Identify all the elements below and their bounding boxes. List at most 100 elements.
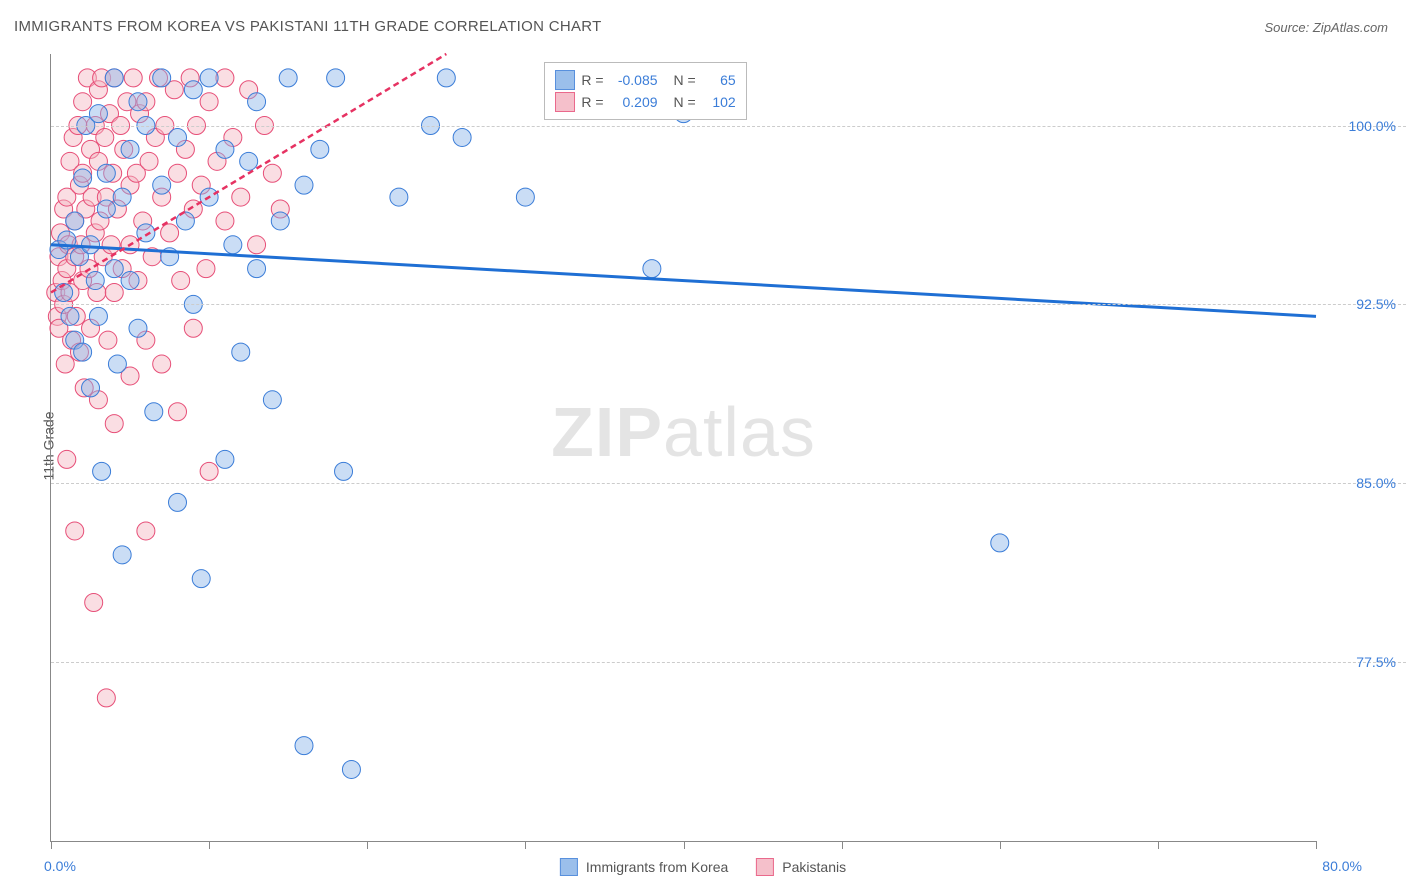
legend-swatch	[560, 858, 578, 876]
scatter-point	[82, 379, 100, 397]
x-tick	[842, 841, 843, 849]
scatter-point	[66, 522, 84, 540]
scatter-point	[200, 93, 218, 111]
scatter-point	[102, 236, 120, 254]
scatter-point	[153, 176, 171, 194]
scatter-point	[58, 450, 76, 468]
scatter-point	[169, 128, 187, 146]
scatter-point	[108, 355, 126, 373]
gridline	[51, 304, 1406, 305]
scatter-point	[129, 319, 147, 337]
n-value: 102	[702, 91, 736, 113]
legend-label: Pakistanis	[782, 859, 846, 875]
scatter-point	[129, 93, 147, 111]
chart-svg	[51, 54, 1316, 841]
scatter-point	[327, 69, 345, 87]
scatter-point	[176, 212, 194, 230]
scatter-point	[232, 188, 250, 206]
scatter-point	[271, 212, 289, 230]
x-tick	[684, 841, 685, 849]
scatter-point	[216, 450, 234, 468]
scatter-point	[172, 272, 190, 290]
scatter-point	[113, 546, 131, 564]
scatter-point	[153, 69, 171, 87]
scatter-point	[248, 236, 266, 254]
x-tick	[51, 841, 52, 849]
scatter-point	[137, 522, 155, 540]
scatter-point	[121, 140, 139, 158]
scatter-point	[232, 343, 250, 361]
scatter-point	[169, 403, 187, 421]
y-tick-label: 92.5%	[1356, 296, 1396, 312]
n-label: N =	[674, 91, 696, 113]
scatter-point	[335, 462, 353, 480]
scatter-point	[161, 224, 179, 242]
scatter-point	[437, 69, 455, 87]
scatter-point	[991, 534, 1009, 552]
r-label: R =	[581, 91, 603, 113]
scatter-point	[85, 594, 103, 612]
scatter-point	[169, 164, 187, 182]
scatter-point	[263, 391, 281, 409]
stats-row: R = -0.085 N = 65	[555, 69, 735, 91]
scatter-point	[643, 260, 661, 278]
scatter-point	[263, 164, 281, 182]
legend-swatch	[756, 858, 774, 876]
scatter-point	[184, 319, 202, 337]
legend-label: Immigrants from Korea	[586, 859, 728, 875]
y-tick-label: 77.5%	[1356, 654, 1396, 670]
series-swatch	[555, 92, 575, 112]
plot-area: ZIPatlas R =-0.085N =65R =0.209N =102 10…	[50, 54, 1316, 842]
r-value: 0.209	[610, 91, 658, 113]
scatter-point	[169, 493, 187, 511]
n-value: 65	[702, 69, 736, 91]
scatter-point	[184, 81, 202, 99]
scatter-point	[200, 462, 218, 480]
x-tick	[209, 841, 210, 849]
scatter-point	[311, 140, 329, 158]
scatter-point	[86, 272, 104, 290]
scatter-point	[105, 260, 123, 278]
x-tick	[1158, 841, 1159, 849]
scatter-point	[153, 355, 171, 373]
scatter-point	[197, 260, 215, 278]
scatter-point	[295, 176, 313, 194]
scatter-point	[82, 236, 100, 254]
scatter-point	[216, 212, 234, 230]
x-tick	[1000, 841, 1001, 849]
scatter-point	[516, 188, 534, 206]
scatter-point	[453, 128, 471, 146]
gridline	[51, 126, 1406, 127]
x-tick	[1316, 841, 1317, 849]
y-tick-label: 85.0%	[1356, 475, 1396, 491]
scatter-point	[248, 93, 266, 111]
scatter-point	[105, 283, 123, 301]
gridline	[51, 483, 1406, 484]
scatter-point	[342, 760, 360, 778]
stats-legend-box: R = -0.085 N = 65 R = 0.209 N = 102	[544, 62, 746, 120]
bottom-legend: Immigrants from Korea Pakistanis	[560, 858, 846, 876]
x-min-label: 0.0%	[44, 858, 76, 874]
scatter-point	[140, 152, 158, 170]
gridline	[51, 662, 1406, 663]
scatter-point	[390, 188, 408, 206]
scatter-point	[145, 403, 163, 421]
x-tick	[525, 841, 526, 849]
scatter-point	[113, 188, 131, 206]
trend-line	[51, 245, 1316, 317]
y-tick-label: 100.0%	[1349, 118, 1396, 134]
scatter-point	[96, 128, 114, 146]
scatter-point	[295, 737, 313, 755]
r-label: R =	[581, 69, 603, 91]
scatter-point	[105, 69, 123, 87]
scatter-point	[105, 415, 123, 433]
scatter-point	[61, 307, 79, 325]
scatter-point	[89, 307, 107, 325]
r-value: -0.085	[610, 69, 658, 91]
scatter-point	[74, 93, 92, 111]
scatter-point	[66, 212, 84, 230]
scatter-point	[248, 260, 266, 278]
legend-item: Immigrants from Korea	[560, 858, 728, 876]
scatter-point	[121, 272, 139, 290]
n-label: N =	[674, 69, 696, 91]
